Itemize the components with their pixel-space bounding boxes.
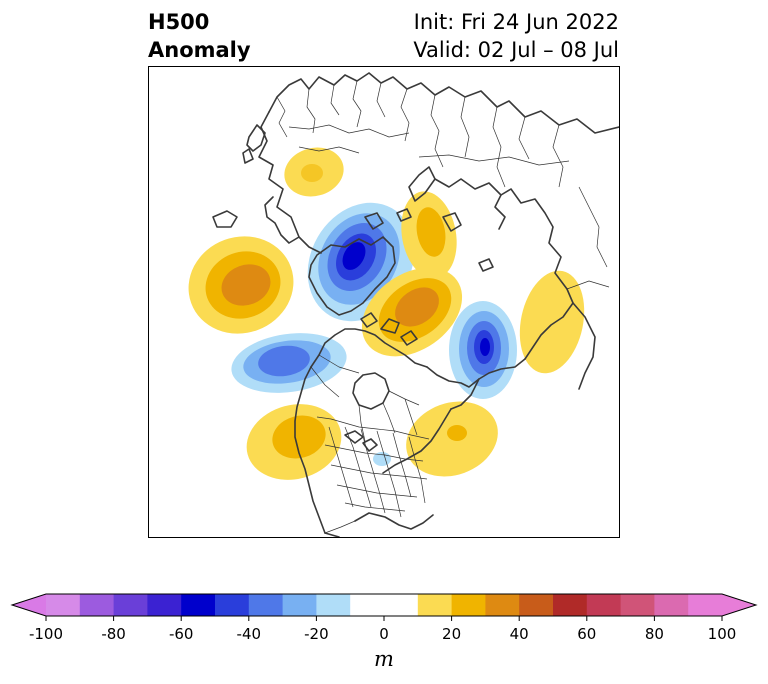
anomaly-east-siberia-positive <box>519 270 585 374</box>
anomaly-northeast-positive <box>406 401 498 477</box>
colorbar-segments <box>10 593 758 617</box>
coastlines <box>212 72 619 537</box>
colorbar-segment <box>553 594 588 616</box>
colorbar-segment <box>485 594 520 616</box>
colorbar-tick-label: 80 <box>644 625 664 643</box>
colorbar-svg <box>10 593 758 621</box>
political-borders <box>276 80 610 534</box>
colorbar-segment <box>79 594 115 616</box>
title-quantity: Anomaly <box>148 38 251 62</box>
colorbar-segment <box>282 594 317 616</box>
colorbar-segment <box>147 594 182 616</box>
colorbar-segment <box>688 594 723 616</box>
colorbar: -100 -80 -60 -40 -20 0 20 40 60 80 100 m <box>0 585 768 684</box>
colorbar-unit: m <box>374 647 394 671</box>
colorbar-segment <box>451 594 486 616</box>
colorbar-segment <box>248 594 284 616</box>
colorbar-tick-label: 100 <box>707 625 737 643</box>
map-panel <box>148 66 620 538</box>
anomaly-alaska-negative <box>231 333 347 393</box>
colorbar-tick-label: -100 <box>28 625 64 643</box>
anomaly-scandinavia-positive <box>284 147 344 197</box>
anomaly-shading <box>188 147 585 480</box>
init-time: Init: Fri 24 Jun 2022 <box>413 10 619 34</box>
colorbar-tick-label: -40 <box>236 625 262 643</box>
colorbar-segment <box>417 594 453 616</box>
colorbar-tick-label: 20 <box>442 625 462 643</box>
anomaly-arctic-positive <box>361 267 463 357</box>
colorbar-tick-label: 40 <box>509 625 529 643</box>
colorbar-tick-label: -20 <box>304 625 329 643</box>
colorbar-tick-label: -80 <box>101 625 126 643</box>
colorbar-segment <box>215 594 250 616</box>
colorbar-segment <box>620 594 655 616</box>
colorbar-segment <box>316 594 351 616</box>
title-left: H500 Anomaly <box>148 8 251 64</box>
anomaly-siberia-positive <box>401 191 457 279</box>
colorbar-tick-label: 0 <box>379 625 389 643</box>
colorbar-ticks <box>45 616 723 621</box>
colorbar-under-extension <box>12 594 46 616</box>
anomaly-atlantic-positive <box>188 236 294 334</box>
colorbar-segment <box>586 594 622 616</box>
colorbar-segment <box>46 594 81 616</box>
colorbar-over-extension <box>722 594 756 616</box>
colorbar-segment <box>113 594 148 616</box>
colorbar-segment <box>519 594 554 616</box>
anomaly-western-us-positive <box>246 404 342 480</box>
colorbar-segment <box>350 594 419 616</box>
colorbar-tick-label: 60 <box>577 625 597 643</box>
title-variable: H500 <box>148 10 210 34</box>
colorbar-tick-label: -60 <box>168 625 194 643</box>
anomaly-map <box>149 67 619 537</box>
valid-period: Valid: 02 Jul – 08 Jul <box>413 38 619 62</box>
anomaly-bering-negative <box>449 301 517 399</box>
title-right: Init: Fri 24 Jun 2022 Valid: 02 Jul – 08… <box>413 8 619 64</box>
colorbar-segment <box>181 594 216 616</box>
colorbar-segment <box>654 594 689 616</box>
